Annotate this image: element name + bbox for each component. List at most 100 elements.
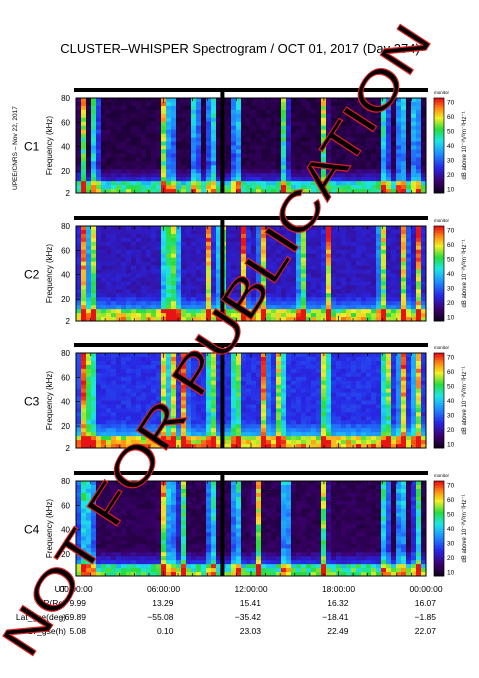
spectrogram-cell <box>406 265 412 270</box>
spectrogram-cell <box>281 285 287 290</box>
spectrogram-cell <box>136 444 142 449</box>
spectrogram-cell <box>91 149 97 154</box>
spectrogram-cell <box>336 436 342 441</box>
spectrogram-cell <box>181 432 187 437</box>
spectrogram-cell <box>351 241 357 247</box>
spectrogram-cell <box>296 416 302 421</box>
spectrogram-cell <box>306 408 312 413</box>
spectrogram-cell <box>286 121 292 127</box>
spectrogram-cell <box>266 273 272 278</box>
spectrogram-cell <box>266 245 272 251</box>
spectrogram-cell <box>146 257 152 263</box>
spectrogram-cell <box>321 404 327 409</box>
spectrogram-cell <box>286 372 292 378</box>
spectrogram-cell <box>316 261 322 266</box>
spectrogram-cell <box>251 226 257 231</box>
spectrogram-cell <box>236 444 242 449</box>
spectrogram-cell <box>241 297 247 302</box>
spectrogram-cell <box>416 157 422 162</box>
spectrogram-cell <box>276 269 282 274</box>
spectrogram-cell <box>341 297 347 302</box>
spectrogram-cell <box>416 253 422 259</box>
spectrogram-cell <box>186 257 192 263</box>
spectrogram-cell <box>231 137 237 142</box>
spectrogram-cell <box>291 432 297 437</box>
spectrogram-cell <box>76 424 82 429</box>
spectrogram-cell <box>346 372 352 378</box>
spectrogram-cell <box>231 313 237 318</box>
spectrogram-cell <box>296 400 302 405</box>
spectrogram-cell <box>231 121 237 127</box>
spectrogram-cell <box>336 145 342 150</box>
spectrogram-cell <box>266 101 272 107</box>
spectrogram-cell <box>196 388 202 393</box>
spectrogram-cell <box>286 153 292 158</box>
spectrogram-cell <box>191 396 197 401</box>
spectrogram-cell <box>261 408 267 413</box>
spectrogram-cell <box>161 109 167 115</box>
spectrogram-cell <box>271 185 277 190</box>
spectrogram-cell <box>241 353 247 358</box>
spectrogram-cell <box>251 145 257 150</box>
spectrogram-cell <box>176 98 182 103</box>
spectrogram-cell <box>356 265 362 270</box>
spectrogram-cell <box>101 360 107 366</box>
spectrogram-cell <box>236 145 242 150</box>
spectrogram-cell <box>261 440 267 445</box>
spectrogram-cell <box>276 245 282 251</box>
spectrogram-cell <box>266 133 272 138</box>
spectrogram-cell <box>306 285 312 290</box>
spectrogram-cell <box>81 265 87 270</box>
spectrogram-cell <box>291 245 297 251</box>
spectrogram-cell <box>411 257 417 263</box>
spectrogram-cell <box>421 177 427 182</box>
spectrogram-cell <box>306 392 312 397</box>
spectrogram-cell <box>161 265 167 270</box>
spectrogram-cell <box>386 141 392 146</box>
spectrogram-cell <box>176 408 182 413</box>
spectrogram-cell <box>361 285 367 290</box>
spectrogram-cell <box>211 392 217 397</box>
spectrogram-cell <box>236 226 242 231</box>
spectrogram-cell <box>286 420 292 425</box>
spectrogram-cell <box>401 98 407 103</box>
spectrogram-cell <box>206 360 212 366</box>
spectrogram-cell <box>306 380 312 386</box>
spectrogram-cell <box>136 157 142 162</box>
spectrogram-cell <box>316 424 322 429</box>
spectrogram-cell <box>366 153 372 158</box>
spectrogram-cell <box>321 109 327 115</box>
spectrogram-cell <box>76 189 82 194</box>
spectrogram-cell <box>136 416 142 421</box>
spectrogram-cell <box>106 129 112 135</box>
y-tick-label: 80 <box>61 222 70 231</box>
spectrogram-cell <box>291 141 297 146</box>
spectrogram-cell <box>421 98 427 103</box>
spectrogram-cell <box>226 117 232 123</box>
spectrogram-cell <box>101 380 107 386</box>
spectrogram-cell <box>121 404 127 409</box>
spectrogram-cell <box>121 376 127 382</box>
spectrogram-cell <box>401 285 407 290</box>
spectrogram-cell <box>166 372 172 378</box>
spectrogram-cell <box>291 177 297 182</box>
spectrogram-cell <box>321 396 327 401</box>
spectrogram-cell <box>331 257 337 263</box>
spectrogram-cell <box>231 245 237 251</box>
spectrogram-cell <box>361 372 367 378</box>
spectrogram-cell <box>131 289 137 294</box>
spectrogram-cell <box>81 372 87 378</box>
spectrogram-cell <box>166 249 172 255</box>
spectrogram-cell <box>186 253 192 259</box>
spectrogram-cell <box>106 317 112 322</box>
spectrogram-cell <box>346 380 352 386</box>
spectrogram-cell <box>211 229 217 235</box>
spectrogram-cell <box>201 153 207 158</box>
spectrogram-cell <box>371 161 377 166</box>
spectrogram-cell <box>326 368 332 374</box>
spectrogram-cell <box>416 137 422 142</box>
spectrogram-cell <box>361 153 367 158</box>
colorbar-segment <box>434 152 444 156</box>
spectrogram-cell <box>381 177 387 182</box>
spectrogram-cell <box>376 129 382 135</box>
